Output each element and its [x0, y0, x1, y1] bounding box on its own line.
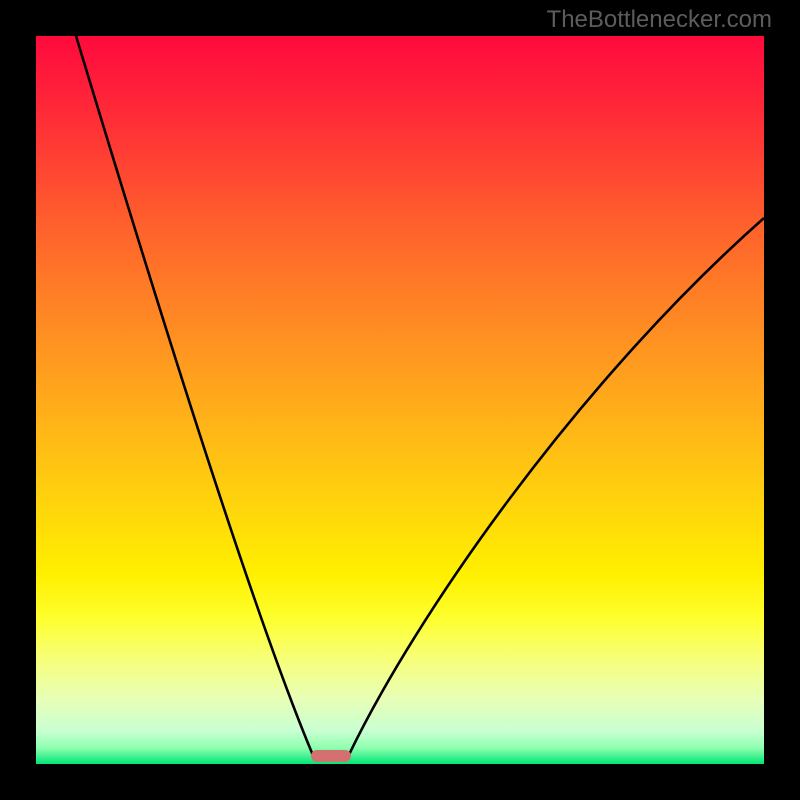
plot-area	[36, 36, 764, 764]
optimal-zone-marker	[311, 750, 351, 762]
watermark-text: TheBottlenecker.com	[547, 6, 772, 34]
bottleneck-curve	[36, 36, 764, 764]
curve-path	[76, 36, 764, 755]
chart-stage: TheBottlenecker.com	[0, 0, 800, 800]
